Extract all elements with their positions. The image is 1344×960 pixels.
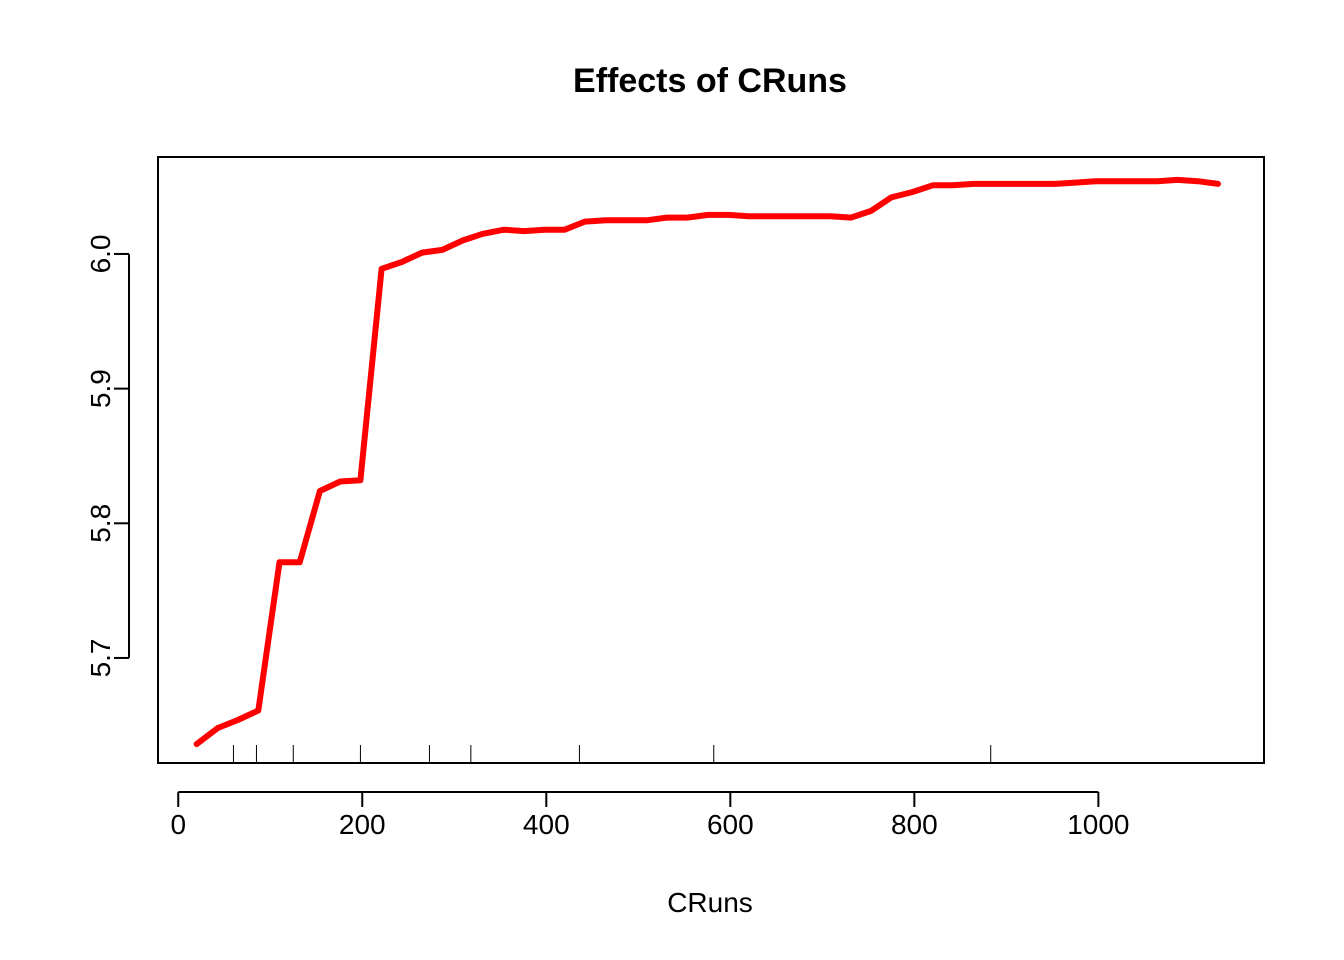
x-tick-label: 0 xyxy=(170,809,186,840)
x-axis: 0 200 400 600 800 1000 xyxy=(170,792,1129,840)
x-axis-label: CRuns xyxy=(667,887,753,918)
series-group xyxy=(197,180,1218,744)
y-axis: 5.7 5.8 5.9 6.0 xyxy=(85,234,129,677)
x-tick-label: 1000 xyxy=(1067,809,1129,840)
y-tick-label: 5.7 xyxy=(85,638,116,677)
chart-title: Effects of CRuns xyxy=(573,62,847,100)
y-tick-label: 5.9 xyxy=(85,369,116,408)
x-tick-label: 600 xyxy=(707,809,754,840)
y-tick-label: 6.0 xyxy=(85,234,116,273)
x-tick-label: 800 xyxy=(891,809,938,840)
rug-marks xyxy=(233,745,990,763)
plot-frame xyxy=(158,157,1264,763)
x-tick-label: 200 xyxy=(339,809,386,840)
x-tick-label: 400 xyxy=(523,809,570,840)
y-tick-label: 5.8 xyxy=(85,504,116,543)
series-line xyxy=(197,180,1218,744)
